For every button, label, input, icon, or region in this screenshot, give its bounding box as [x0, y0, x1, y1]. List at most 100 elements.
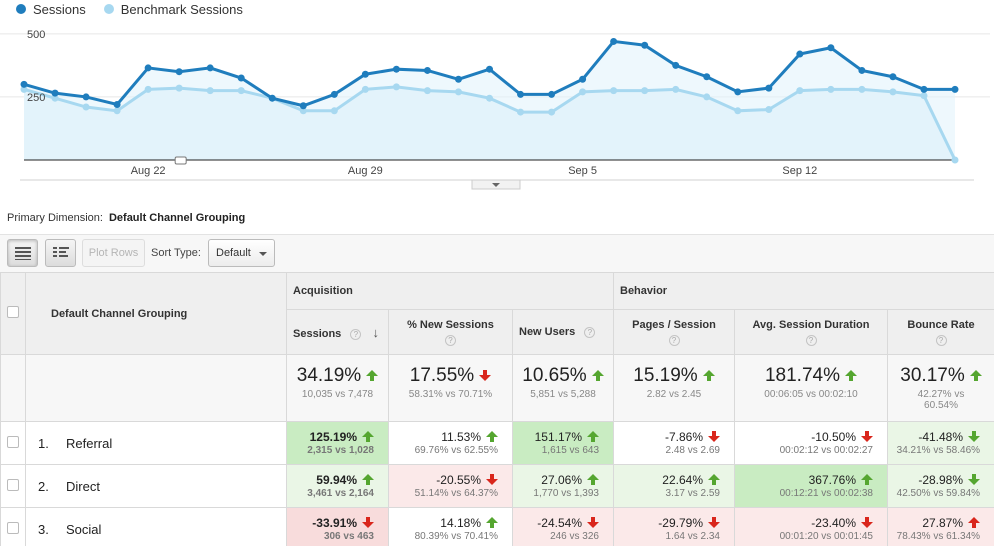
- chart-legend: Sessions Benchmark Sessions: [16, 0, 261, 18]
- row-checkbox-cell: [0, 464, 26, 508]
- metric-pct: -10.50%: [811, 430, 856, 444]
- table-row[interactable]: 1. Referral 125.19% 2,315 vs 1,028 11.53% 69.…: [0, 421, 994, 465]
- sessions-point: [920, 85, 928, 93]
- arrow-down-icon: [861, 517, 873, 528]
- col-new-sessions[interactable]: % New Sessions ?: [388, 309, 513, 355]
- sort-type-label: Sort Type:: [151, 247, 201, 259]
- table-view-button[interactable]: [7, 239, 38, 267]
- metric-compare: 1,615 vs 643: [541, 445, 599, 456]
- row-checkbox[interactable]: [7, 478, 19, 491]
- benchmark-point: [237, 87, 245, 95]
- arrow-up-icon: [486, 517, 498, 528]
- sessions-point: [765, 84, 773, 92]
- summary-new-users: 10.65% 5,851 vs 5,288: [512, 354, 614, 422]
- metric-cell: 59.94% 3,461 vs 2,164: [286, 464, 389, 508]
- metric-cell: 11.53% 69.76% vs 62.55%: [388, 421, 513, 465]
- metric-pct: 151.17%: [534, 430, 582, 444]
- select-all-cell: [0, 272, 26, 355]
- sessions-dot-icon: [16, 4, 26, 14]
- arrow-up-icon: [366, 370, 379, 381]
- benchmark-point: [610, 87, 618, 95]
- metric-cell: -24.54% 246 vs 326: [512, 507, 614, 546]
- benchmark-point: [454, 88, 462, 96]
- row-channel-link[interactable]: Direct: [66, 478, 100, 494]
- col-pages-session[interactable]: Pages / Session ?: [613, 309, 735, 355]
- metric-change: 22.64%: [614, 473, 720, 487]
- metric-pct: -33.91%: [312, 516, 357, 530]
- behavior-group-header: Behavior: [612, 272, 994, 310]
- help-icon[interactable]: ?: [584, 327, 596, 338]
- sessions-point: [268, 94, 276, 102]
- metric-compare: 00:01:20 vs 00:01:45: [779, 531, 873, 542]
- sessions-point: [827, 44, 835, 52]
- col-new-sessions-label: % New Sessions: [407, 318, 494, 331]
- metric-pct: 14.18%: [440, 516, 481, 530]
- sessions-line-chart[interactable]: 250 500 Aug 22 Aug 29 Sep 5 Sep 12: [0, 20, 994, 192]
- benchmark-point: [361, 85, 369, 93]
- metric-compare: 1,770 vs 1,393: [533, 488, 599, 499]
- dimension-header[interactable]: Default Channel Grouping: [25, 272, 287, 355]
- help-icon[interactable]: ?: [445, 334, 456, 346]
- benchmark-point: [175, 84, 183, 92]
- summary-cmp: 2.82 vs 2.45: [646, 389, 702, 400]
- metric-cell: 367.76% 00:12:21 vs 00:02:38: [734, 464, 888, 508]
- help-icon[interactable]: ?: [805, 334, 817, 346]
- x-tick-label: Sep 5: [568, 165, 597, 177]
- primary-dimension-value[interactable]: Default Channel Grouping: [108, 212, 246, 224]
- comparison-view-icon: [52, 247, 69, 257]
- chevron-down-icon: [259, 252, 267, 256]
- row-dimension: 3. Social: [25, 507, 287, 546]
- metric-cell: -20.55% 51.14% vs 64.37%: [388, 464, 513, 508]
- summary-pct: 34.19%: [296, 365, 362, 386]
- x-tick-label: Aug 29: [348, 165, 383, 177]
- metric-cell: 22.64% 3.17 vs 2.59: [613, 464, 735, 508]
- table-row[interactable]: 3. Social -33.91% 306 vs 463 14.18% 80.39% vs…: [0, 507, 994, 546]
- sessions-point: [361, 70, 369, 78]
- metric-change: 367.76%: [735, 473, 873, 487]
- primary-dimension: Primary Dimension: Default Channel Groupi…: [7, 212, 245, 224]
- sessions-point: [641, 41, 649, 49]
- help-icon[interactable]: ?: [350, 328, 362, 340]
- row-channel-link[interactable]: Referral: [66, 435, 113, 451]
- metric-pct: 367.76%: [808, 473, 856, 487]
- primary-dimension-label: Primary Dimension:: [7, 212, 103, 224]
- help-icon[interactable]: ?: [668, 334, 680, 346]
- summary-cmp: 42.27% vs 60.54%: [917, 389, 965, 411]
- row-checkbox[interactable]: [7, 521, 19, 534]
- benchmark-point: [330, 107, 338, 115]
- summary-pct: 181.74%: [764, 365, 840, 386]
- table-row[interactable]: 2. Direct 59.94% 3,461 vs 2,164 -20.55% 51.14…: [0, 464, 994, 508]
- row-checkbox[interactable]: [7, 435, 19, 448]
- sessions-point: [299, 102, 307, 110]
- row-checkbox-cell: [0, 507, 26, 546]
- legend-item-benchmark[interactable]: Benchmark Sessions: [103, 2, 243, 17]
- metric-pct: 59.94%: [316, 473, 357, 487]
- col-avg-duration[interactable]: Avg. Session Duration ?: [734, 309, 888, 355]
- row-number: 1.: [38, 435, 49, 451]
- metric-change: 151.17%: [513, 430, 599, 444]
- metric-compare: 69.76% vs 62.55%: [414, 445, 498, 456]
- sort-type-select[interactable]: Default: [208, 239, 275, 267]
- legend-item-sessions[interactable]: Sessions: [16, 2, 86, 17]
- col-bounce-rate[interactable]: Bounce Rate ?: [886, 309, 994, 355]
- metric-compare: 00:12:21 vs 00:02:38: [779, 488, 873, 499]
- col-new-users[interactable]: New Users ?: [512, 309, 614, 355]
- summary-new-sessions: 17.55% 58.31% vs 70.71%: [388, 354, 513, 422]
- arrow-up-icon: [486, 431, 498, 442]
- row-channel-link[interactable]: Social: [66, 521, 102, 537]
- col-bounce-rate-label: Bounce Rate: [907, 318, 975, 331]
- benchmark-point: [113, 107, 121, 115]
- sessions-point: [330, 90, 338, 98]
- col-sessions[interactable]: Sessions ? ↓: [286, 309, 389, 355]
- plot-rows-button[interactable]: Plot Rows: [82, 239, 145, 267]
- comparison-view-button[interactable]: [45, 239, 76, 267]
- benchmark-point: [889, 88, 897, 96]
- sessions-point: [889, 73, 897, 81]
- metric-pct: -29.79%: [658, 516, 703, 530]
- select-all-checkbox[interactable]: [7, 306, 19, 318]
- row-dimension: 1. Referral: [25, 421, 287, 465]
- metric-cell: -33.91% 306 vs 463: [286, 507, 389, 546]
- help-icon[interactable]: ?: [935, 334, 947, 346]
- metric-change: -10.50%: [735, 430, 873, 444]
- sessions-point: [392, 65, 400, 73]
